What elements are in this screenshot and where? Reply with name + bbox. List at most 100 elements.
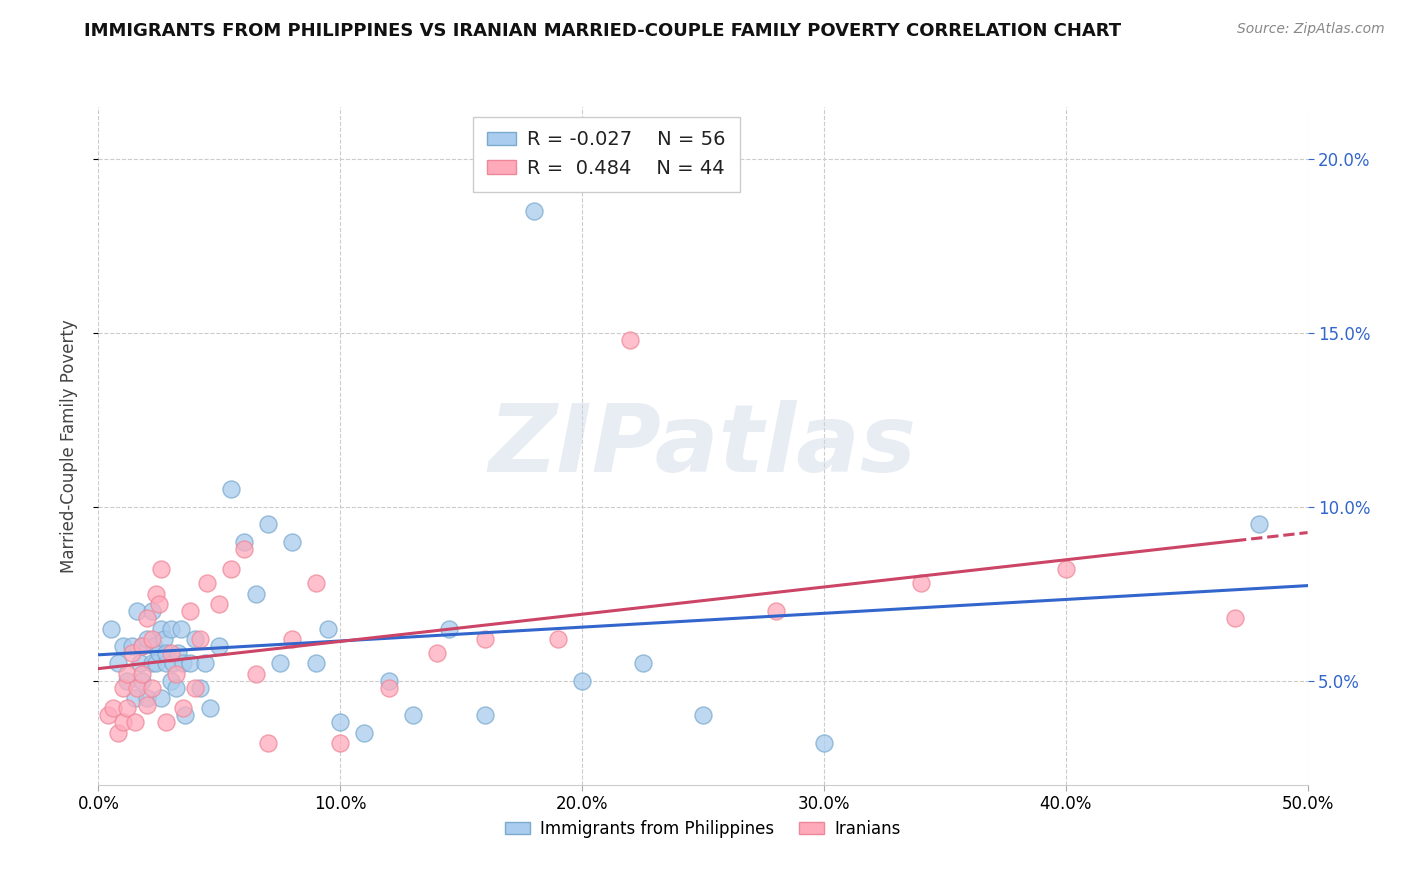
Point (194, 657, 217, 671)
Point (523, 204, 546, 219)
Point (97, 708, 120, 723)
Legend: Immigrants from Philippines, Iranians: Immigrants from Philippines, Iranians (499, 814, 907, 845)
Point (329, 736, 352, 750)
Point (353, 726, 375, 740)
Point (281, 534, 304, 549)
Point (1054, 562, 1077, 576)
Point (305, 576, 328, 591)
Point (232, 534, 254, 549)
Point (145, 587, 167, 601)
Point (195, 576, 218, 591)
Point (131, 639, 153, 653)
Point (179, 604, 201, 618)
Point (474, 632, 496, 646)
Point (150, 562, 173, 576)
Point (152, 632, 174, 646)
Point (329, 715, 352, 730)
Point (124, 691, 146, 706)
Point (377, 673, 399, 688)
Point (141, 657, 163, 671)
Point (117, 666, 139, 681)
Point (571, 673, 593, 688)
Point (160, 673, 183, 688)
Point (155, 657, 177, 671)
Point (155, 715, 177, 730)
Point (145, 657, 167, 671)
Point (692, 708, 714, 723)
Point (127, 604, 149, 618)
Point (107, 657, 129, 671)
Point (208, 639, 231, 653)
Point (188, 681, 211, 695)
Point (402, 708, 425, 723)
Point (316, 622, 339, 636)
Point (198, 701, 221, 715)
Point (148, 646, 170, 660)
Text: ZIPatlas: ZIPatlas (489, 400, 917, 492)
Point (117, 701, 139, 715)
Point (221, 483, 243, 497)
Point (135, 691, 157, 706)
Point (631, 657, 654, 671)
Y-axis label: Married-Couple Family Poverty: Married-Couple Family Poverty (59, 319, 77, 573)
Point (1223, 611, 1246, 625)
Point (174, 708, 197, 723)
Point (117, 673, 139, 688)
Text: IMMIGRANTS FROM PHILIPPINES VS IRANIAN MARRIED-COUPLE FAMILY POVERTY CORRELATION: IMMIGRANTS FROM PHILIPPINES VS IRANIAN M… (84, 22, 1122, 40)
Point (245, 587, 267, 601)
Point (131, 673, 153, 688)
Point (107, 726, 129, 740)
Point (169, 622, 191, 636)
Point (188, 632, 211, 646)
Point (141, 604, 163, 618)
Point (121, 646, 143, 660)
Point (111, 681, 134, 695)
Point (281, 632, 304, 646)
Point (141, 632, 163, 646)
Point (179, 657, 201, 671)
Point (208, 597, 231, 611)
Point (377, 681, 399, 695)
Point (269, 657, 291, 671)
Point (256, 736, 278, 750)
Point (143, 639, 166, 653)
Point (165, 681, 187, 695)
Point (155, 646, 177, 660)
Point (619, 333, 641, 347)
Point (1249, 517, 1271, 532)
Point (184, 632, 207, 646)
Point (172, 657, 194, 671)
Point (245, 666, 267, 681)
Point (135, 698, 157, 712)
Text: Source: ZipAtlas.com: Source: ZipAtlas.com (1237, 22, 1385, 37)
Point (172, 701, 194, 715)
Point (474, 708, 496, 723)
Point (141, 681, 163, 695)
Point (160, 646, 183, 660)
Point (184, 681, 207, 695)
Point (135, 611, 157, 625)
Point (162, 657, 184, 671)
Point (111, 639, 134, 653)
Point (127, 681, 149, 695)
Point (135, 632, 157, 646)
Point (131, 639, 153, 653)
Point (167, 646, 190, 660)
Point (131, 666, 153, 681)
Point (121, 639, 143, 653)
Point (160, 622, 183, 636)
Point (100, 622, 122, 636)
Point (101, 701, 124, 715)
Point (910, 576, 932, 591)
Point (150, 691, 173, 706)
Point (165, 666, 187, 681)
Point (437, 622, 460, 636)
Point (148, 597, 170, 611)
Point (128, 657, 150, 671)
Point (426, 646, 449, 660)
Point (232, 541, 254, 556)
Point (813, 736, 835, 750)
Point (305, 657, 328, 671)
Point (124, 715, 146, 730)
Point (150, 622, 173, 636)
